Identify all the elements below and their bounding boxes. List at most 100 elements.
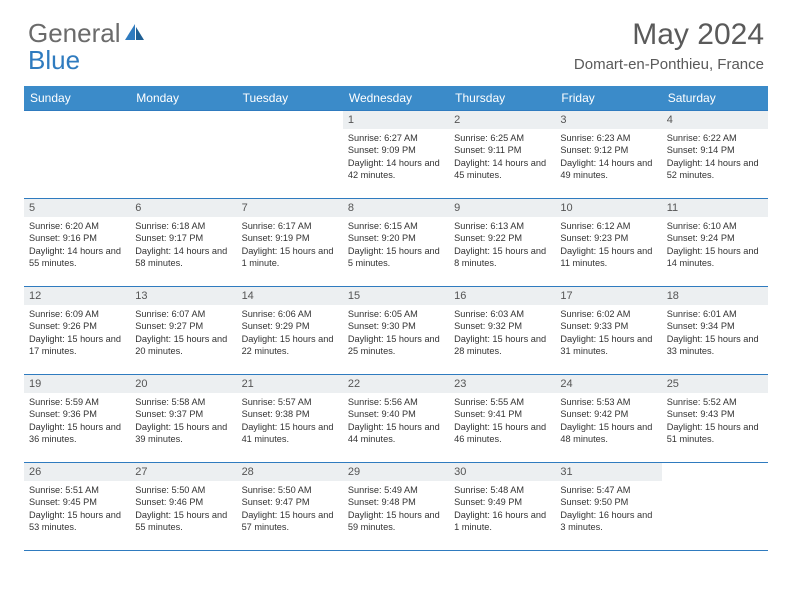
day-number: 22 bbox=[343, 375, 449, 393]
calendar-cell: 31Sunrise: 5:47 AMSunset: 9:50 PMDayligh… bbox=[555, 463, 661, 551]
day-details: Sunrise: 6:22 AMSunset: 9:14 PMDaylight:… bbox=[662, 129, 768, 184]
day-details: Sunrise: 6:17 AMSunset: 9:19 PMDaylight:… bbox=[237, 217, 343, 272]
calendar-cell: 14Sunrise: 6:06 AMSunset: 9:29 PMDayligh… bbox=[237, 287, 343, 375]
day-number: 11 bbox=[662, 199, 768, 217]
calendar-cell: 24Sunrise: 5:53 AMSunset: 9:42 PMDayligh… bbox=[555, 375, 661, 463]
day-number: 9 bbox=[449, 199, 555, 217]
calendar-cell: 20Sunrise: 5:58 AMSunset: 9:37 PMDayligh… bbox=[130, 375, 236, 463]
day-number: 19 bbox=[24, 375, 130, 393]
day-number: 10 bbox=[555, 199, 661, 217]
calendar-cell: 27Sunrise: 5:50 AMSunset: 9:46 PMDayligh… bbox=[130, 463, 236, 551]
day-number: 15 bbox=[343, 287, 449, 305]
weekday-header-row: Sunday Monday Tuesday Wednesday Thursday… bbox=[24, 86, 768, 111]
calendar-cell: 22Sunrise: 5:56 AMSunset: 9:40 PMDayligh… bbox=[343, 375, 449, 463]
sail-icon bbox=[124, 18, 146, 49]
calendar-cell: 11Sunrise: 6:10 AMSunset: 9:24 PMDayligh… bbox=[662, 199, 768, 287]
weekday-header: Sunday bbox=[24, 86, 130, 111]
day-details: Sunrise: 6:23 AMSunset: 9:12 PMDaylight:… bbox=[555, 129, 661, 184]
day-details: Sunrise: 5:49 AMSunset: 9:48 PMDaylight:… bbox=[343, 481, 449, 536]
weekday-header: Wednesday bbox=[343, 86, 449, 111]
calendar-week-row: 5Sunrise: 6:20 AMSunset: 9:16 PMDaylight… bbox=[24, 199, 768, 287]
day-number: 5 bbox=[24, 199, 130, 217]
calendar-cell: 13Sunrise: 6:07 AMSunset: 9:27 PMDayligh… bbox=[130, 287, 236, 375]
day-number: 21 bbox=[237, 375, 343, 393]
calendar-cell: 3Sunrise: 6:23 AMSunset: 9:12 PMDaylight… bbox=[555, 111, 661, 199]
calendar-cell bbox=[130, 111, 236, 199]
calendar-week-row: 19Sunrise: 5:59 AMSunset: 9:36 PMDayligh… bbox=[24, 375, 768, 463]
calendar-cell: 5Sunrise: 6:20 AMSunset: 9:16 PMDaylight… bbox=[24, 199, 130, 287]
day-details: Sunrise: 6:15 AMSunset: 9:20 PMDaylight:… bbox=[343, 217, 449, 272]
calendar-cell: 23Sunrise: 5:55 AMSunset: 9:41 PMDayligh… bbox=[449, 375, 555, 463]
day-details: Sunrise: 5:53 AMSunset: 9:42 PMDaylight:… bbox=[555, 393, 661, 448]
calendar-cell: 21Sunrise: 5:57 AMSunset: 9:38 PMDayligh… bbox=[237, 375, 343, 463]
calendar-week-row: 26Sunrise: 5:51 AMSunset: 9:45 PMDayligh… bbox=[24, 463, 768, 551]
day-details: Sunrise: 5:55 AMSunset: 9:41 PMDaylight:… bbox=[449, 393, 555, 448]
day-number: 3 bbox=[555, 111, 661, 129]
day-details: Sunrise: 6:05 AMSunset: 9:30 PMDaylight:… bbox=[343, 305, 449, 360]
weekday-header: Thursday bbox=[449, 86, 555, 111]
day-details: Sunrise: 5:56 AMSunset: 9:40 PMDaylight:… bbox=[343, 393, 449, 448]
day-details: Sunrise: 5:52 AMSunset: 9:43 PMDaylight:… bbox=[662, 393, 768, 448]
calendar-week-row: 1Sunrise: 6:27 AMSunset: 9:09 PMDaylight… bbox=[24, 111, 768, 199]
calendar-cell: 17Sunrise: 6:02 AMSunset: 9:33 PMDayligh… bbox=[555, 287, 661, 375]
day-number: 30 bbox=[449, 463, 555, 481]
logo-text-blue: Blue bbox=[28, 45, 80, 76]
calendar-cell: 19Sunrise: 5:59 AMSunset: 9:36 PMDayligh… bbox=[24, 375, 130, 463]
calendar-week-row: 12Sunrise: 6:09 AMSunset: 9:26 PMDayligh… bbox=[24, 287, 768, 375]
calendar-table: Sunday Monday Tuesday Wednesday Thursday… bbox=[24, 86, 768, 551]
day-number: 7 bbox=[237, 199, 343, 217]
day-details: Sunrise: 6:01 AMSunset: 9:34 PMDaylight:… bbox=[662, 305, 768, 360]
title-block: May 2024 Domart-en-Ponthieu, France bbox=[574, 18, 764, 73]
day-details: Sunrise: 5:51 AMSunset: 9:45 PMDaylight:… bbox=[24, 481, 130, 536]
day-number: 18 bbox=[662, 287, 768, 305]
day-details: Sunrise: 6:12 AMSunset: 9:23 PMDaylight:… bbox=[555, 217, 661, 272]
weekday-header: Friday bbox=[555, 86, 661, 111]
day-number: 14 bbox=[237, 287, 343, 305]
day-details: Sunrise: 5:57 AMSunset: 9:38 PMDaylight:… bbox=[237, 393, 343, 448]
calendar-cell: 8Sunrise: 6:15 AMSunset: 9:20 PMDaylight… bbox=[343, 199, 449, 287]
day-details: Sunrise: 6:10 AMSunset: 9:24 PMDaylight:… bbox=[662, 217, 768, 272]
calendar-cell: 28Sunrise: 5:50 AMSunset: 9:47 PMDayligh… bbox=[237, 463, 343, 551]
day-number: 28 bbox=[237, 463, 343, 481]
day-number: 1 bbox=[343, 111, 449, 129]
day-details: Sunrise: 6:07 AMSunset: 9:27 PMDaylight:… bbox=[130, 305, 236, 360]
calendar-cell: 9Sunrise: 6:13 AMSunset: 9:22 PMDaylight… bbox=[449, 199, 555, 287]
calendar-cell: 2Sunrise: 6:25 AMSunset: 9:11 PMDaylight… bbox=[449, 111, 555, 199]
calendar-cell bbox=[24, 111, 130, 199]
day-number: 23 bbox=[449, 375, 555, 393]
day-number: 29 bbox=[343, 463, 449, 481]
day-details: Sunrise: 6:06 AMSunset: 9:29 PMDaylight:… bbox=[237, 305, 343, 360]
day-number: 2 bbox=[449, 111, 555, 129]
calendar-cell: 18Sunrise: 6:01 AMSunset: 9:34 PMDayligh… bbox=[662, 287, 768, 375]
header: GeneralBlue May 2024 Domart-en-Ponthieu,… bbox=[0, 0, 792, 80]
calendar-cell: 16Sunrise: 6:03 AMSunset: 9:32 PMDayligh… bbox=[449, 287, 555, 375]
day-details: Sunrise: 6:25 AMSunset: 9:11 PMDaylight:… bbox=[449, 129, 555, 184]
calendar-cell: 26Sunrise: 5:51 AMSunset: 9:45 PMDayligh… bbox=[24, 463, 130, 551]
day-details: Sunrise: 5:59 AMSunset: 9:36 PMDaylight:… bbox=[24, 393, 130, 448]
weekday-header: Tuesday bbox=[237, 86, 343, 111]
day-number: 12 bbox=[24, 287, 130, 305]
day-details: Sunrise: 6:27 AMSunset: 9:09 PMDaylight:… bbox=[343, 129, 449, 184]
day-details: Sunrise: 5:58 AMSunset: 9:37 PMDaylight:… bbox=[130, 393, 236, 448]
calendar-cell: 29Sunrise: 5:49 AMSunset: 9:48 PMDayligh… bbox=[343, 463, 449, 551]
day-number: 25 bbox=[662, 375, 768, 393]
day-details: Sunrise: 6:03 AMSunset: 9:32 PMDaylight:… bbox=[449, 305, 555, 360]
day-details: Sunrise: 5:48 AMSunset: 9:49 PMDaylight:… bbox=[449, 481, 555, 536]
month-title: May 2024 bbox=[574, 18, 764, 52]
day-number: 24 bbox=[555, 375, 661, 393]
calendar-cell: 1Sunrise: 6:27 AMSunset: 9:09 PMDaylight… bbox=[343, 111, 449, 199]
calendar-cell bbox=[237, 111, 343, 199]
day-number: 27 bbox=[130, 463, 236, 481]
day-number: 17 bbox=[555, 287, 661, 305]
logo: GeneralBlue bbox=[28, 18, 146, 76]
day-details: Sunrise: 5:50 AMSunset: 9:47 PMDaylight:… bbox=[237, 481, 343, 536]
day-number: 31 bbox=[555, 463, 661, 481]
day-details: Sunrise: 5:50 AMSunset: 9:46 PMDaylight:… bbox=[130, 481, 236, 536]
weekday-header: Monday bbox=[130, 86, 236, 111]
day-number: 20 bbox=[130, 375, 236, 393]
day-number: 13 bbox=[130, 287, 236, 305]
calendar-cell: 7Sunrise: 6:17 AMSunset: 9:19 PMDaylight… bbox=[237, 199, 343, 287]
day-details: Sunrise: 6:18 AMSunset: 9:17 PMDaylight:… bbox=[130, 217, 236, 272]
day-details: Sunrise: 6:13 AMSunset: 9:22 PMDaylight:… bbox=[449, 217, 555, 272]
weekday-header: Saturday bbox=[662, 86, 768, 111]
